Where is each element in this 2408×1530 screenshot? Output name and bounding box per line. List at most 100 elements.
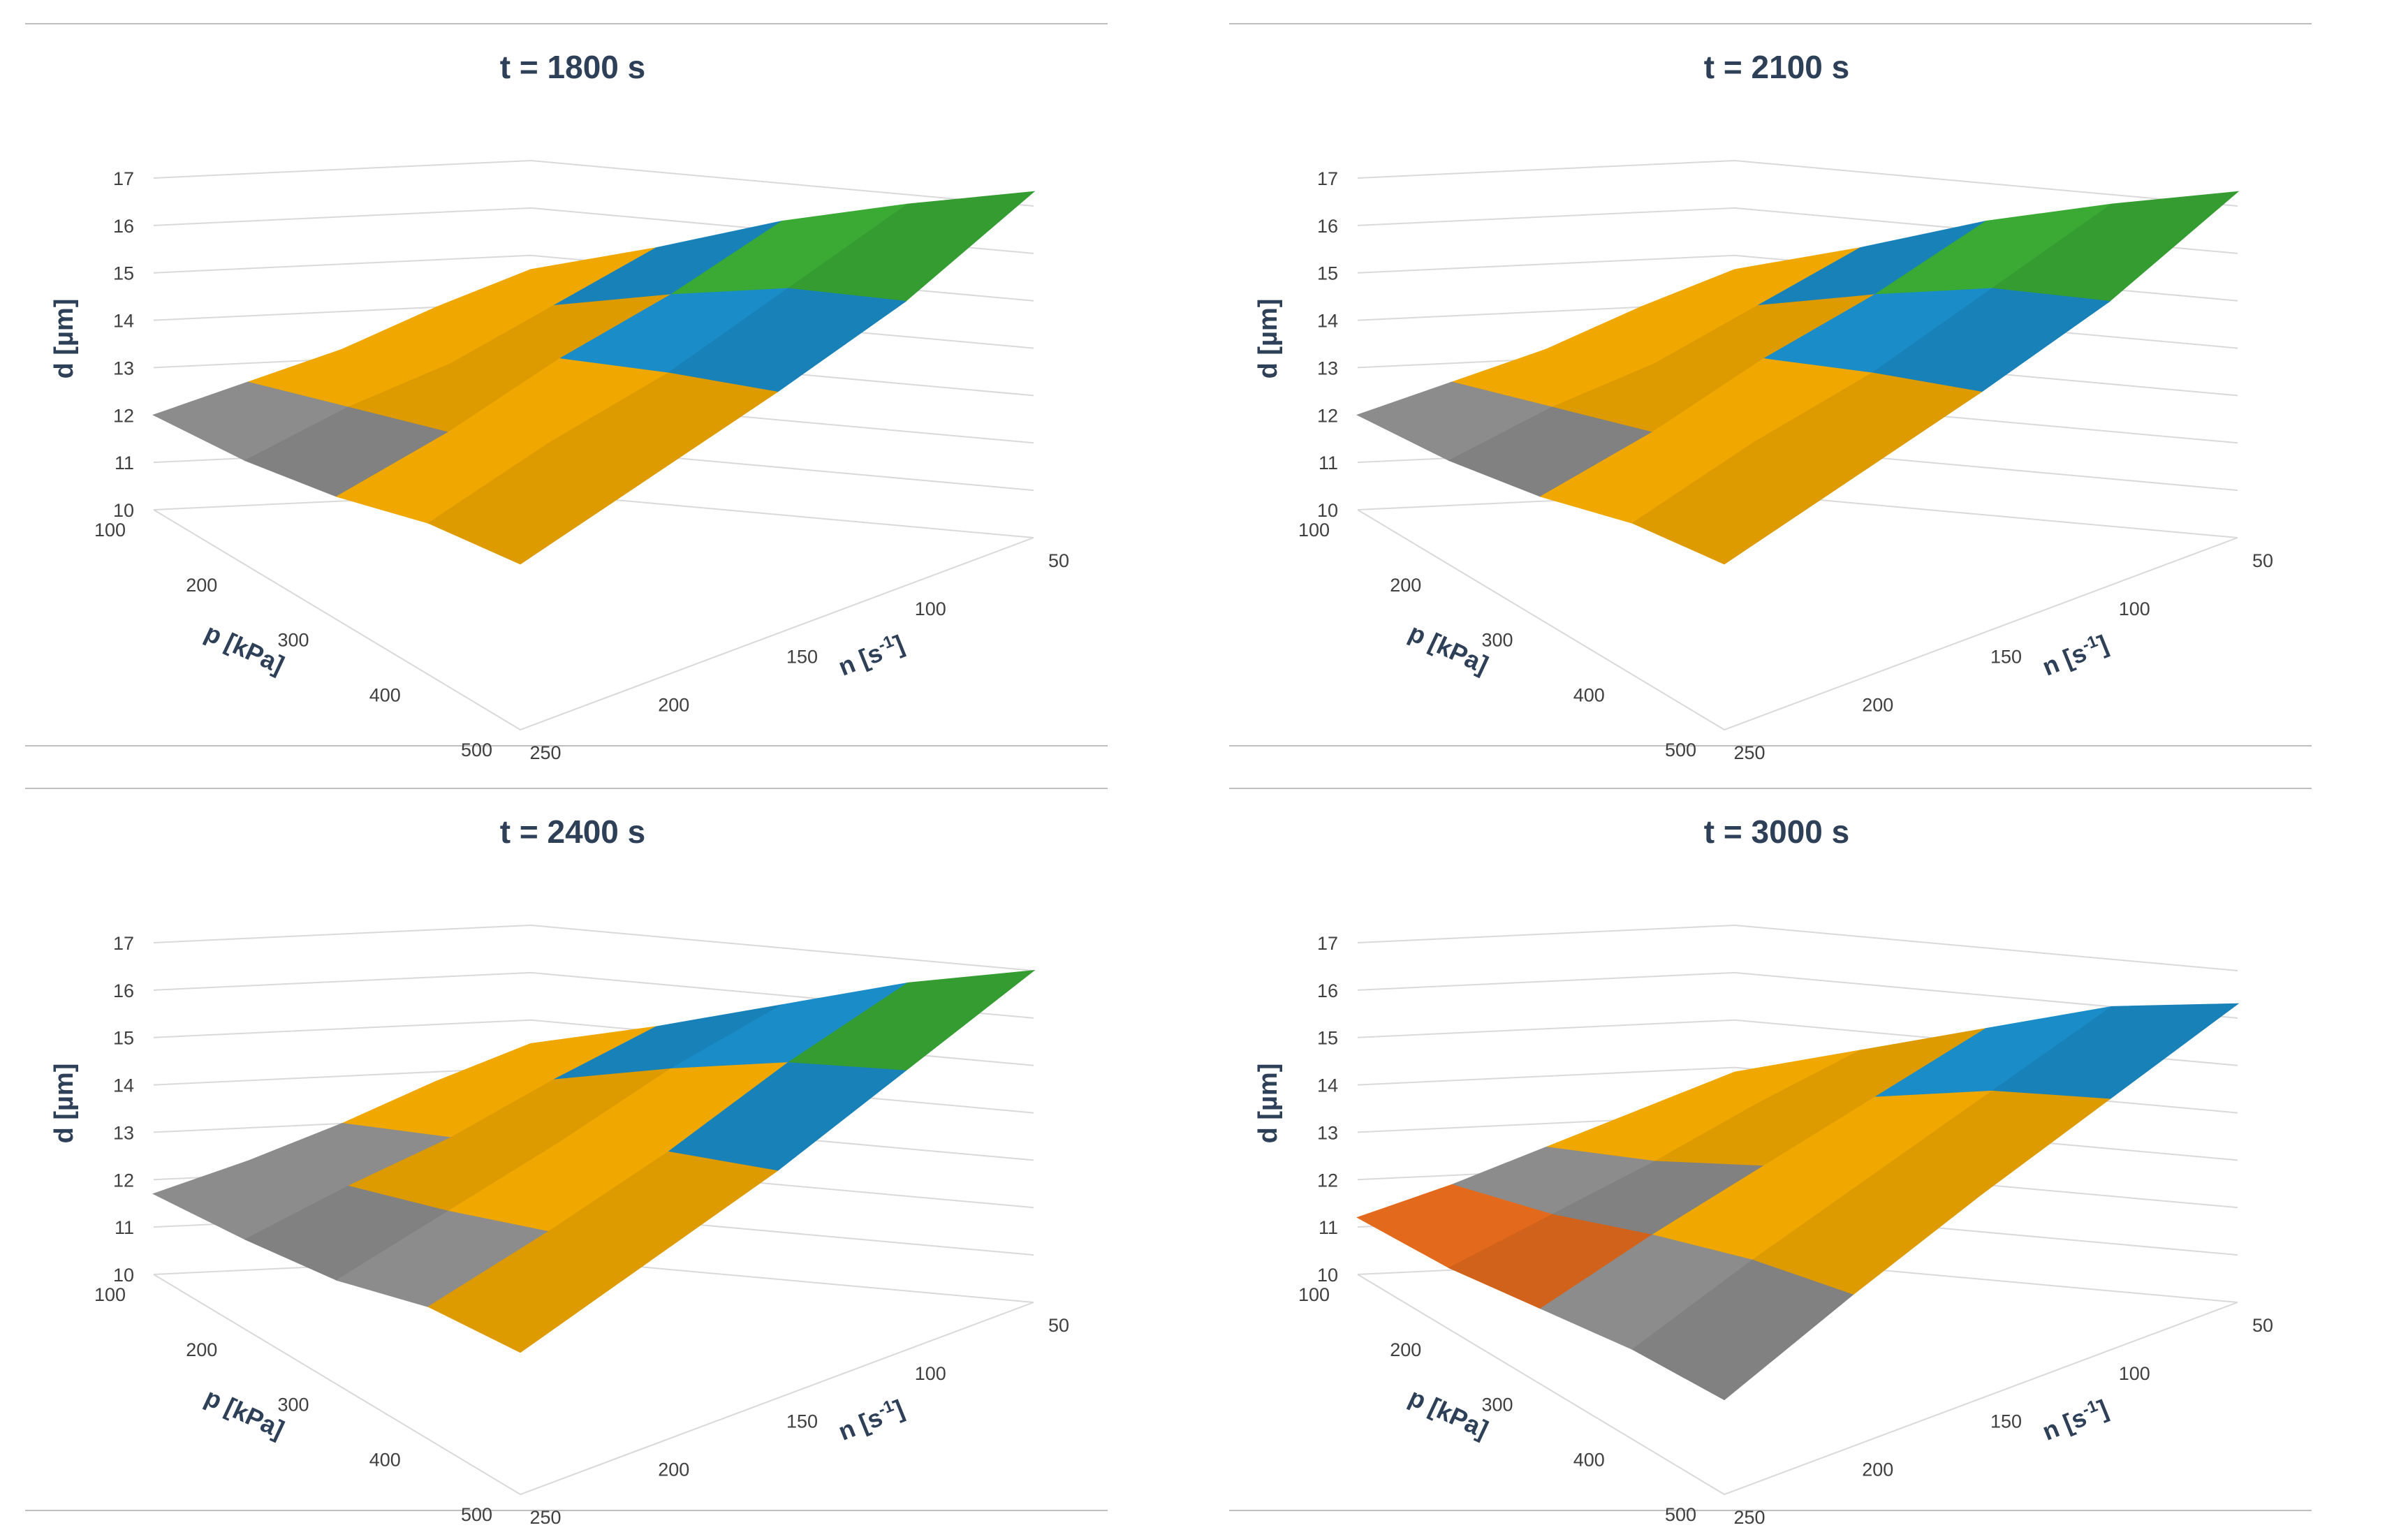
z-tick-label: 14 [1317, 311, 1338, 332]
z-tick-label: 12 [1317, 1170, 1338, 1191]
surface-patch [1631, 1259, 1854, 1401]
z-tick-label: 17 [113, 168, 134, 189]
z-tick-label: 17 [1317, 933, 1338, 954]
chart-title: t = 1800 s [500, 49, 645, 85]
x-tick-label: 300 [277, 630, 309, 651]
x-tick-label: 400 [1573, 684, 1605, 705]
x-tick-label: 100 [94, 1284, 126, 1305]
z-axis-title: d [µm] [1254, 299, 1283, 379]
x-axis-title: p [kPa] [1404, 618, 1492, 679]
x-tick-label: 500 [1665, 740, 1696, 760]
x-tick-label: 200 [186, 1339, 217, 1360]
y-tick-label: 50 [1048, 1315, 1069, 1336]
floor-edge [153, 509, 1034, 731]
z-gridline [153, 159, 1034, 207]
x-tick-label: 300 [1481, 1395, 1513, 1415]
z-tick-label: 13 [113, 358, 134, 378]
surface-chart: t = 2400 s 10 11 12 13 14 15 16 17 100 200 300 400 50… [25, 788, 1108, 1528]
z-tick-label: 16 [1317, 980, 1338, 1001]
z-gridline [1357, 924, 2238, 971]
y-tick-label: 50 [1048, 550, 1069, 571]
y-tick-label: 100 [2119, 598, 2150, 619]
y-axis-title: n [s-1] [834, 1393, 908, 1446]
z-tick-label: 15 [113, 1028, 134, 1049]
z-tick-label: 16 [113, 980, 134, 1001]
x-tick-label: 100 [1298, 1284, 1330, 1305]
z-tick-label: 14 [1317, 1075, 1338, 1096]
z-tick-label: 17 [1317, 168, 1338, 189]
x-tick-label: 500 [461, 740, 492, 760]
x-tick-label: 500 [461, 1504, 492, 1525]
z-tick-label: 10 [113, 500, 134, 521]
chart-title: t = 2400 s [500, 814, 645, 850]
z-tick-label: 11 [115, 1217, 134, 1238]
y-tick-label: 150 [1990, 1411, 2022, 1432]
y-tick-label: 200 [658, 1459, 689, 1480]
z-tick-label: 13 [1317, 358, 1338, 378]
x-tick-label: 400 [369, 684, 401, 705]
z-tick-label: 10 [1317, 500, 1338, 521]
z-tick-label: 10 [113, 1265, 134, 1286]
z-tick-label: 15 [1317, 263, 1338, 284]
z-tick-label: 11 [115, 453, 134, 473]
z-axis-title: d [µm] [50, 1064, 79, 1144]
z-tick-label: 11 [1319, 1217, 1338, 1238]
floor-edge [1357, 1274, 2238, 1496]
z-tick-label: 15 [113, 263, 134, 284]
x-tick-label: 500 [1665, 1504, 1696, 1525]
x-tick-label: 200 [1390, 575, 1421, 596]
x-tick-label: 300 [277, 1395, 309, 1415]
z-tick-label: 12 [1317, 405, 1338, 426]
x-tick-label: 300 [1481, 630, 1513, 651]
x-tick-label: 100 [1298, 520, 1330, 540]
z-axis-title: d [µm] [1254, 1064, 1283, 1144]
surface-chart: t = 1800 s 10 11 12 13 14 15 16 17 100 200 300 400 50… [25, 23, 1108, 763]
y-tick-label: 150 [786, 1411, 818, 1432]
y-tick-label: 100 [2119, 1363, 2150, 1384]
floor-edge [1357, 509, 2238, 731]
z-tick-label: 11 [1319, 453, 1338, 473]
x-axis-title: p [kPa] [1404, 1383, 1492, 1444]
z-tick-label: 16 [113, 216, 134, 237]
x-axis-title: p [kPa] [200, 618, 288, 679]
surface-chart-panel: t = 2100 s 10 11 12 13 14 15 16 17 100 200 300 400 50… [1204, 0, 2408, 765]
y-tick-label: 100 [915, 1363, 946, 1384]
x-tick-label: 200 [186, 575, 217, 596]
y-axis-title: n [s-1] [2038, 628, 2112, 682]
x-tick-label: 100 [94, 520, 126, 540]
surface-patch [1631, 443, 1854, 565]
surface-chart: t = 2100 s 10 11 12 13 14 15 16 17 100 200 300 400 50… [1229, 23, 2312, 763]
y-tick-label: 50 [2252, 550, 2273, 571]
x-axis-title: p [kPa] [200, 1383, 288, 1444]
x-tick-label: 400 [1573, 1449, 1605, 1470]
z-gridline [1357, 971, 2238, 1019]
y-axis-title: n [s-1] [834, 628, 908, 682]
y-tick-label: 200 [1862, 694, 1893, 715]
surface-chart-panel: t = 3000 s 10 11 12 13 14 15 16 17 100 200 300 400 50… [1204, 765, 2408, 1529]
y-tick-label: 100 [915, 598, 946, 619]
chart-title: t = 2100 s [1704, 49, 1849, 85]
y-tick-label: 250 [529, 742, 561, 763]
floor-edge [153, 1274, 1034, 1496]
surface-chart-panel: t = 2400 s 10 11 12 13 14 15 16 17 100 200 300 400 50… [0, 765, 1204, 1529]
z-tick-label: 12 [113, 1170, 134, 1191]
y-tick-label: 200 [1862, 1459, 1893, 1480]
z-tick-label: 15 [1317, 1028, 1338, 1049]
z-tick-label: 14 [113, 1075, 134, 1096]
z-tick-label: 14 [113, 311, 134, 332]
z-tick-label: 13 [1317, 1122, 1338, 1143]
surface-chart-panel: t = 1800 s 10 11 12 13 14 15 16 17 100 200 300 400 50… [0, 0, 1204, 765]
chart-title: t = 3000 s [1704, 814, 1849, 850]
x-tick-label: 400 [369, 1449, 401, 1470]
z-tick-label: 17 [113, 933, 134, 954]
y-tick-label: 250 [1733, 1507, 1765, 1528]
x-tick-label: 200 [1390, 1339, 1421, 1360]
z-gridline [153, 924, 1034, 971]
z-axis-title: d [µm] [50, 299, 79, 379]
z-tick-label: 10 [1317, 1265, 1338, 1286]
surface-patch [427, 1231, 650, 1353]
y-tick-label: 150 [1990, 647, 2022, 668]
surface-chart: t = 3000 s 10 11 12 13 14 15 16 17 100 200 300 400 50… [1229, 788, 2312, 1528]
y-axis-title: n [s-1] [2038, 1393, 2112, 1446]
y-tick-label: 150 [786, 647, 818, 668]
